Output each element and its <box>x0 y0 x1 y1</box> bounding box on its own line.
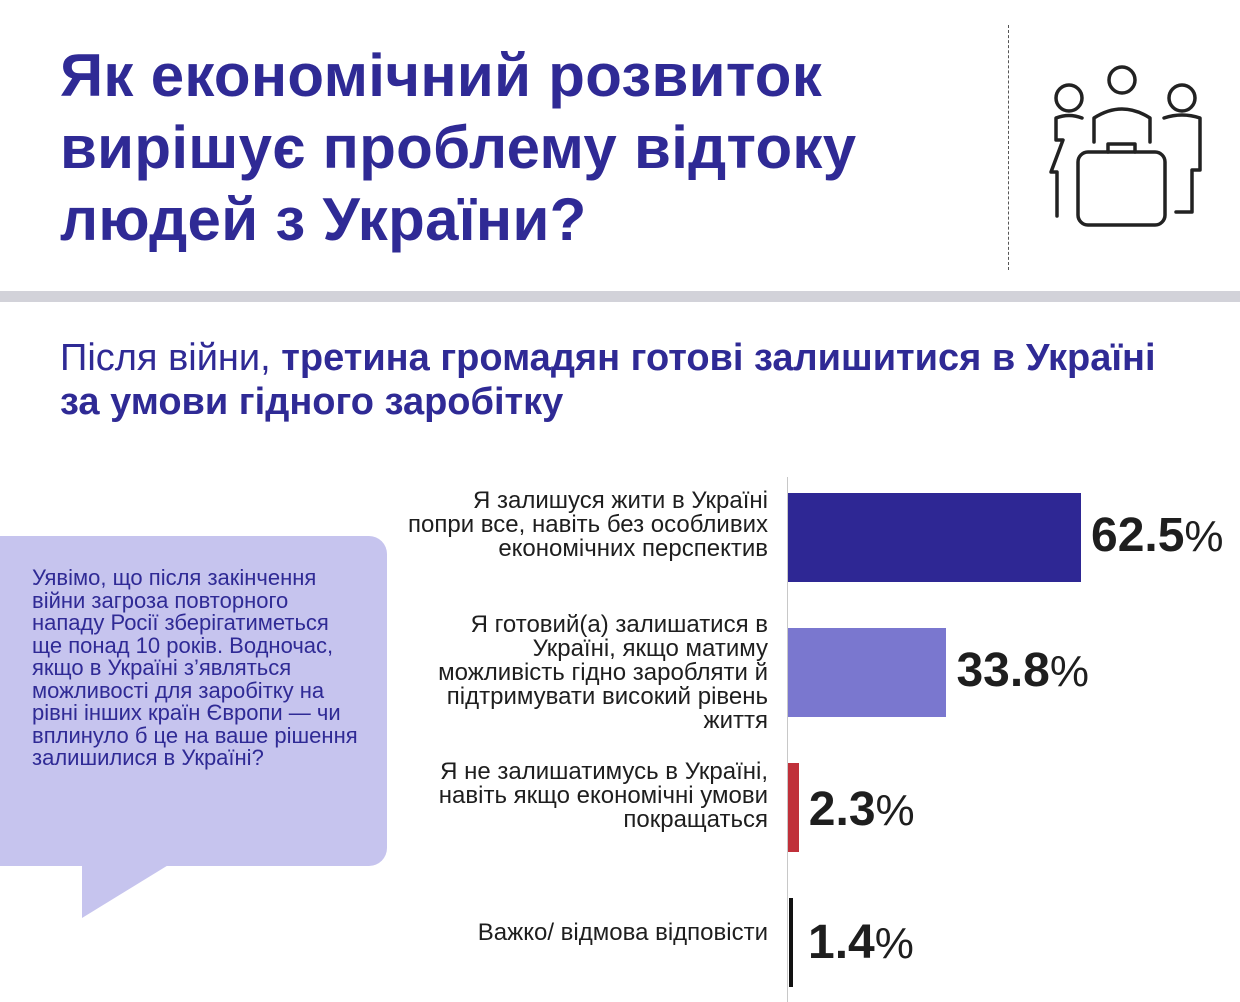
subtitle-regular: Після війни, <box>60 337 282 379</box>
people-with-suitcase-icon <box>1049 65 1202 227</box>
bar-leave <box>788 763 799 852</box>
value-label-stay-if-income: 33.8% <box>956 647 1089 696</box>
value-number: 33.8 <box>956 644 1050 697</box>
page-title: Як економічний розвиток вирішує проблему… <box>60 42 857 253</box>
subtitle-bold: третина громадян готові залишитися в Укр… <box>60 337 1156 423</box>
value-number: 62.5 <box>1091 509 1185 562</box>
value-label-leave: 2.3% <box>809 786 915 835</box>
header-separator <box>1008 25 1009 270</box>
bar-dont-know <box>789 898 793 987</box>
value-label-dont-know: 1.4% <box>808 919 914 968</box>
percent-sign: % <box>875 786 915 835</box>
section-divider <box>0 291 1240 302</box>
percent-sign: % <box>1184 512 1224 561</box>
value-label-stay-anyway: 62.5% <box>1091 512 1224 561</box>
question-bubble-tail <box>82 864 170 918</box>
category-label-stay-if-income: Я готовий(а) залишатися в Україні, якщо … <box>438 611 768 734</box>
percent-sign: % <box>874 919 914 968</box>
chart-axis <box>787 477 788 1002</box>
value-number: 2.3 <box>808 783 876 836</box>
category-label-stay-anyway: Я залишуся жити в Україні попри все, нав… <box>408 487 768 562</box>
value-number: 1.4 <box>808 916 875 969</box>
question-text: Уявімо, що після закінчення війни загроз… <box>32 565 358 770</box>
bar-stay-anyway <box>788 493 1081 582</box>
category-label-leave: Я не залишатимусь в Україні, навіть якщо… <box>438 758 768 833</box>
question-bubble <box>0 536 387 866</box>
bar-stay-if-income <box>788 628 947 717</box>
category-label-dont-know: Важко/ відмова відповісти <box>477 919 768 946</box>
subtitle: Після війни, третина громадян готові зал… <box>60 336 1160 424</box>
percent-sign: % <box>1049 647 1089 696</box>
